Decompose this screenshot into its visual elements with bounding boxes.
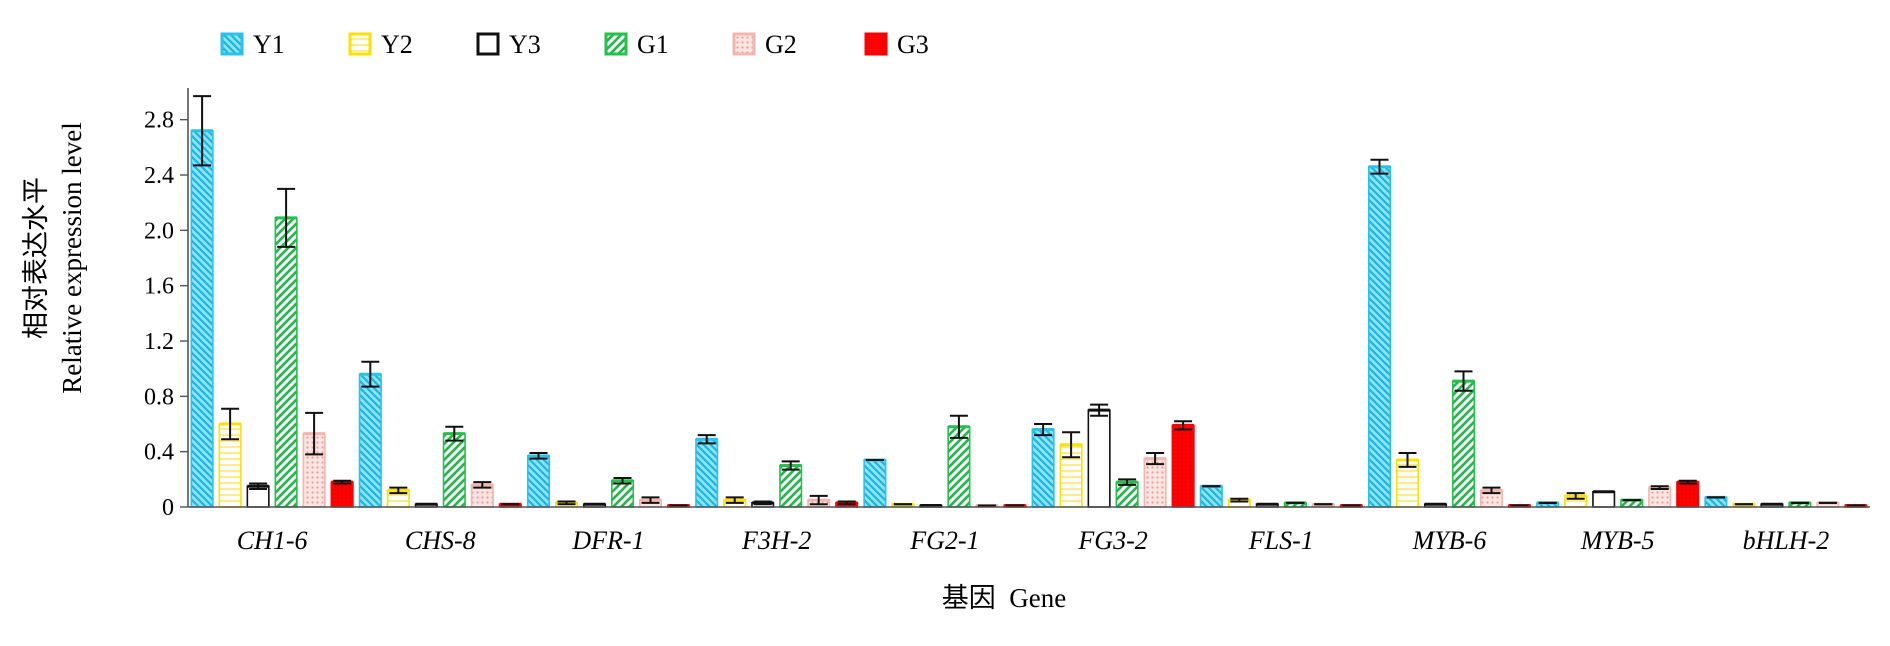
y-tick-label: 1.2: [144, 329, 174, 355]
x-axis: CH1-6 CHS-8 DFR-1 F3H-2 FG2-1 FG3-2 FLS-1 MYB-6…: [188, 506, 1870, 555]
bar-g1: [274, 217, 298, 508]
legend-label-y3: Y3: [509, 30, 541, 59]
bar-y1: [1031, 428, 1055, 508]
legend-swatch-y3: [476, 32, 500, 56]
x-axis-title: 基因 Gene: [942, 583, 1066, 613]
y-axis-title-cn: 相对表达水平: [21, 177, 51, 339]
legend-label-y2: Y2: [381, 30, 413, 59]
error-bars: [193, 95, 1865, 507]
bar-g1: [1451, 380, 1476, 508]
category-label: MYB-6: [1412, 526, 1487, 555]
bar-y3: [1087, 409, 1111, 508]
y-axis-title-en: Relative expression level: [57, 122, 87, 393]
bar-g2: [1143, 457, 1167, 508]
bar-g1: [610, 479, 635, 508]
bar-g1: [779, 464, 803, 508]
category-label: FLS-1: [1248, 526, 1314, 555]
bar-y1: [358, 373, 382, 508]
bar-y1: [1367, 165, 1392, 508]
category-label: bHLH-2: [1743, 526, 1830, 555]
bar-g3: [1676, 481, 1700, 508]
legend-label-y1: Y1: [253, 30, 285, 59]
bar-y1: [695, 438, 719, 508]
category-label: CHS-8: [405, 526, 476, 555]
y-axis: 0 0.4 0.8 1.2 1.6 2.0 2.4 2.8: [144, 88, 189, 521]
legend-swatch-y1: [220, 32, 244, 56]
legend-swatch-g1: [604, 32, 628, 56]
bar-g3: [330, 481, 354, 508]
y-axis-title: 相对表达水平 Relative expression level: [21, 122, 87, 393]
bars: [190, 129, 1868, 508]
legend-swatch-g2: [732, 32, 756, 56]
legend-label-g2: G2: [765, 30, 797, 59]
y-tick-label: 2.0: [144, 218, 174, 244]
legend-label-g1: G1: [637, 30, 669, 59]
bar-g1: [442, 432, 466, 508]
legend-swatch-g3: [864, 32, 888, 56]
legend-label-g3: G3: [897, 30, 929, 59]
bar-y1: [526, 455, 551, 508]
category-label: FG3-2: [1077, 526, 1147, 555]
y-tick-label: 0.8: [144, 384, 174, 410]
bar-y3: [1592, 490, 1616, 508]
category-label: MYB-5: [1580, 526, 1655, 555]
y-tick-label: 2.8: [144, 108, 174, 134]
y-tick-label: 0.4: [144, 440, 174, 466]
y-tick-label: 0: [162, 495, 174, 521]
legend-swatch-y2: [348, 32, 372, 56]
bar-g2: [1648, 486, 1672, 508]
category-label: CH1-6: [237, 526, 308, 555]
y-tick-label: 2.4: [144, 163, 174, 189]
y-tick-label: 1.6: [144, 274, 174, 300]
category-label: DFR-1: [571, 526, 644, 555]
legend: Y1 Y2 Y3 G1 G2 G3: [220, 30, 929, 59]
category-label: F3H-2: [741, 526, 811, 555]
bar-y1: [1199, 485, 1223, 508]
category-label: FG2-1: [909, 526, 979, 555]
bar-y1: [863, 459, 887, 508]
bar-y1: [190, 129, 214, 508]
bar-g3: [1171, 424, 1195, 508]
